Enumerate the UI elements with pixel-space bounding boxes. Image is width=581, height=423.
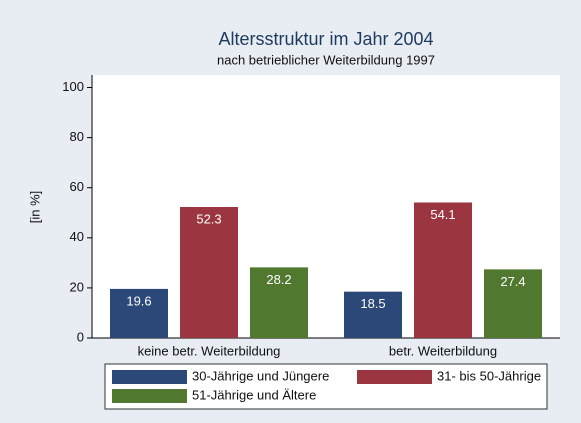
- bar: [180, 207, 238, 338]
- value-label: 28.2: [266, 272, 291, 287]
- y-axis-label: [in %]: [27, 191, 42, 224]
- legend-label: 31- bis 50-Jährige: [437, 368, 541, 383]
- bar: [414, 202, 472, 338]
- chart-title: Altersstruktur im Jahr 2004: [218, 29, 433, 49]
- bar: [250, 267, 308, 338]
- bar: [110, 288, 168, 338]
- value-label: 54.1: [430, 207, 455, 222]
- value-label: 27.4: [500, 274, 525, 289]
- legend-swatch: [112, 389, 187, 403]
- plot-area: [92, 75, 560, 338]
- legend-swatch: [112, 370, 187, 384]
- bar: [344, 291, 402, 338]
- y-tick-label: 100: [62, 79, 84, 94]
- chart-subtitle: nach betrieblicher Weiterbildung 1997: [217, 52, 435, 67]
- bar: [484, 269, 542, 338]
- value-label: 19.6: [126, 293, 151, 308]
- y-tick-label: 20: [70, 279, 84, 294]
- legend-swatch: [357, 370, 432, 384]
- x-tick-label: betr. Weiterbildung: [389, 343, 497, 358]
- value-label: 52.3: [196, 211, 221, 226]
- x-tick-label: keine betr. Weiterbildung: [138, 343, 281, 358]
- value-label: 18.5: [360, 296, 385, 311]
- y-tick-label: 60: [70, 179, 84, 194]
- y-tick-label: 0: [77, 329, 84, 344]
- y-tick-label: 80: [70, 129, 84, 144]
- legend-label: 30-Jährige und Jüngere: [192, 368, 329, 383]
- y-tick-label: 40: [70, 229, 84, 244]
- legend-label: 51-Jährige und Ältere: [192, 387, 316, 402]
